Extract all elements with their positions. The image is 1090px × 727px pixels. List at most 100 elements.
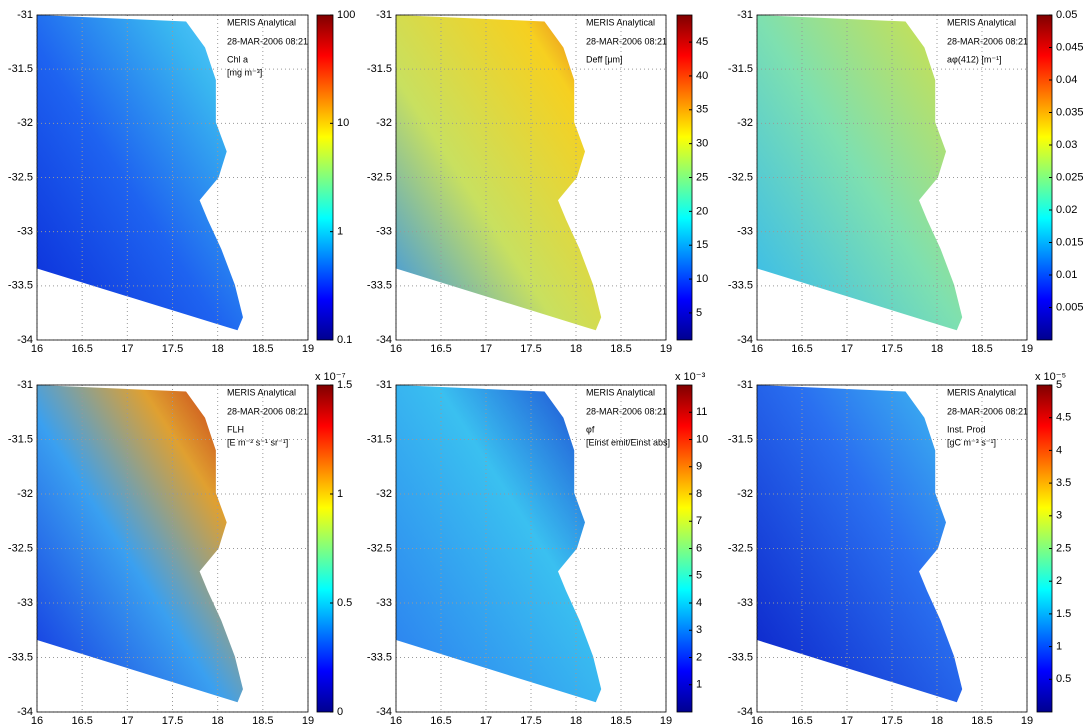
axes-box: [36, 14, 309, 341]
y-tick-label: -32.5: [8, 171, 33, 183]
annotation: [mg m⁻³]: [227, 67, 262, 77]
x-tick-label: 18: [931, 715, 943, 727]
colorbar-tick-label: 9: [696, 461, 702, 473]
y-tick-label: -33.5: [8, 651, 33, 663]
x-tick-label: 19: [1021, 343, 1033, 355]
y-tick-label: -34: [737, 334, 753, 346]
y-tick-label: -31: [17, 379, 33, 391]
swath-image: [396, 385, 602, 703]
y-tick-label: -31: [737, 379, 753, 391]
x-tick-label: 16: [31, 343, 43, 355]
x-tick-label: 18: [570, 343, 582, 355]
colorbar-multiplier: x 10⁻⁵: [1035, 371, 1066, 383]
colorbar-multiplier: x 10⁻⁷: [315, 371, 346, 383]
x-tick-label: 16.5: [71, 715, 92, 727]
colorbar-tick-label: 35: [696, 104, 708, 116]
colorbar-tick-label: 15: [696, 239, 708, 251]
x-tick-label: 17.5: [881, 343, 902, 355]
y-tick-label: -31.5: [728, 63, 753, 75]
colorbar-tick-label: 25: [696, 171, 708, 183]
y-tick-label: -33: [17, 226, 33, 238]
x-tick-label: 17.5: [162, 715, 183, 727]
y-tick-label: -33.5: [367, 280, 392, 292]
y-tick-label: -32.5: [367, 542, 392, 554]
x-tick-label: 17: [121, 715, 133, 727]
x-tick-label: 19: [660, 715, 672, 727]
y-tick-label: -33.5: [8, 280, 33, 292]
y-tick-label: -31.5: [728, 433, 753, 445]
x-tick-label: 18.5: [971, 715, 992, 727]
annotation: 28-MAR-2006 08:21: [947, 406, 1028, 416]
y-tick-label: -32.5: [8, 542, 33, 554]
y-tick-label: -32.5: [728, 171, 753, 183]
x-tick-label: 18.5: [252, 343, 273, 355]
y-tick-label: -34: [737, 706, 753, 718]
colorbar-tick-label: 0.04: [1056, 74, 1077, 86]
colorbar-tick-label: 1: [1056, 641, 1062, 653]
y-tick-label: -33.5: [367, 651, 392, 663]
annotation: φf: [586, 424, 595, 434]
annotation: FLH: [227, 424, 244, 434]
x-tick-label: 18: [212, 715, 224, 727]
y-tick-label: -31: [17, 9, 33, 21]
colorbar-tick-label: 0.5: [1056, 673, 1071, 685]
annotation: MERIS Analytical: [586, 17, 655, 27]
swath-image: [396, 15, 602, 331]
annotation: [Einst emit/Einst abs]: [586, 437, 670, 447]
colorbar-tick-label: 0.05: [1056, 9, 1077, 21]
colorbar-tick-label: 100: [337, 9, 355, 21]
x-tick-label: 16: [390, 715, 402, 727]
y-tick-label: -32: [737, 117, 753, 129]
x-tick-label: 16.5: [791, 715, 812, 727]
colorbar-tick-label: 3: [696, 624, 702, 636]
swath-image: [37, 15, 243, 331]
colorbar-tick-label: 7: [696, 515, 702, 527]
y-tick-label: -33: [737, 226, 753, 238]
colorbar-tick-label: 0.025: [1056, 171, 1084, 183]
annotation: Inst. Prod: [947, 424, 986, 434]
annotation: MERIS Analytical: [947, 387, 1016, 397]
colorbar-tick-label: 0.03: [1056, 139, 1077, 151]
axes-box: [756, 384, 1028, 713]
annotation: MERIS Analytical: [227, 17, 296, 27]
y-tick-label: -32: [737, 488, 753, 500]
y-tick-label: -32.5: [367, 171, 392, 183]
x-tick-label: 18.5: [971, 343, 992, 355]
swath-image: [37, 385, 243, 703]
colorbar: [316, 384, 334, 713]
x-tick-label: 18.5: [610, 343, 631, 355]
annotation: MERIS Analytical: [586, 387, 655, 397]
x-tick-label: 19: [302, 343, 314, 355]
colorbar-tick-label: 2: [1056, 575, 1062, 587]
colorbar-tick-label: 1.5: [337, 379, 352, 391]
colorbar-tick-label: 5: [1056, 379, 1062, 391]
colorbar-tick-label: 10: [696, 273, 708, 285]
y-tick-label: -34: [17, 706, 33, 718]
y-tick-label: -34: [376, 706, 392, 718]
x-tick-label: 18.5: [610, 715, 631, 727]
x-tick-label: 16.5: [430, 715, 451, 727]
y-tick-label: -34: [17, 334, 33, 346]
colorbar-tick-label: 6: [696, 542, 702, 554]
y-tick-label: -32: [17, 117, 33, 129]
annotation: Deff [μm]: [586, 54, 623, 64]
y-tick-label: -33: [737, 597, 753, 609]
colorbar-tick-label: 10: [337, 117, 349, 129]
x-tick-label: 16: [31, 715, 43, 727]
annotation: [gC m⁻³ s⁻¹]: [947, 437, 996, 447]
axes-box: [395, 14, 667, 341]
y-tick-label: -31.5: [8, 63, 33, 75]
y-tick-label: -33: [17, 597, 33, 609]
x-tick-label: 19: [660, 343, 672, 355]
colorbar-multiplier: x 10⁻³: [675, 371, 706, 383]
colorbar-tick-label: 3.5: [1056, 477, 1071, 489]
x-tick-label: 16.5: [791, 343, 812, 355]
x-tick-label: 17.5: [162, 343, 183, 355]
x-tick-label: 19: [1021, 715, 1033, 727]
colorbar-tick-label: 11: [696, 406, 707, 418]
colorbar-tick-label: 1.5: [1056, 608, 1071, 620]
x-tick-label: 19: [302, 715, 314, 727]
y-tick-label: -33: [376, 226, 392, 238]
annotation: 28-MAR-2006 08:21: [227, 36, 308, 46]
